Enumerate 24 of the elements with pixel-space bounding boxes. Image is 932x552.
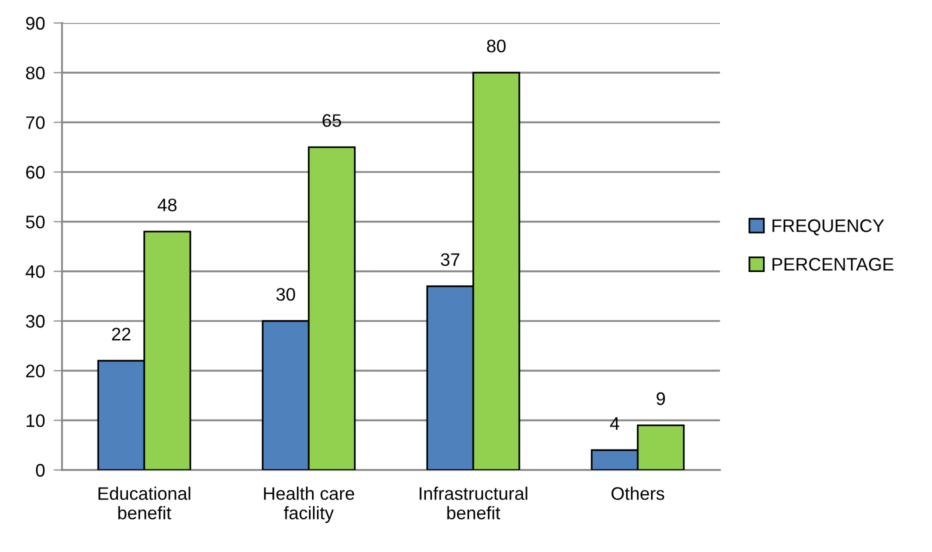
data-label: 22 bbox=[112, 328, 130, 340]
data-label: 30 bbox=[276, 288, 296, 301]
x-tick-label: Educational benefit bbox=[98, 486, 190, 520]
y-tick-label: 40 bbox=[26, 265, 45, 278]
legend-label: FREQUENCY bbox=[772, 219, 884, 236]
data-label: 4 bbox=[610, 417, 620, 430]
y-tick-label: 20 bbox=[26, 364, 45, 378]
data-label: 37 bbox=[440, 253, 460, 266]
data-label: 9 bbox=[656, 392, 665, 406]
data-label: 65 bbox=[322, 114, 342, 127]
x-tick-label: Infrastructural benefit bbox=[420, 486, 528, 520]
y-tick-label: 50 bbox=[26, 216, 45, 228]
y-tick-label: 10 bbox=[26, 414, 45, 428]
legend-label: PERCENTAGE bbox=[772, 258, 894, 271]
y-tick-label: 80 bbox=[26, 66, 45, 80]
y-tick-label: 90 bbox=[26, 16, 45, 30]
x-tick-label: Others bbox=[612, 486, 664, 500]
y-tick-label: 0 bbox=[36, 464, 45, 477]
y-tick-label: 70 bbox=[26, 116, 45, 130]
data-label: 48 bbox=[158, 198, 177, 212]
y-tick-label: 60 bbox=[26, 166, 45, 179]
data-label: 80 bbox=[487, 40, 506, 52]
y-tick-label: 30 bbox=[26, 314, 45, 328]
x-tick-label: Health care facility bbox=[264, 486, 354, 523]
